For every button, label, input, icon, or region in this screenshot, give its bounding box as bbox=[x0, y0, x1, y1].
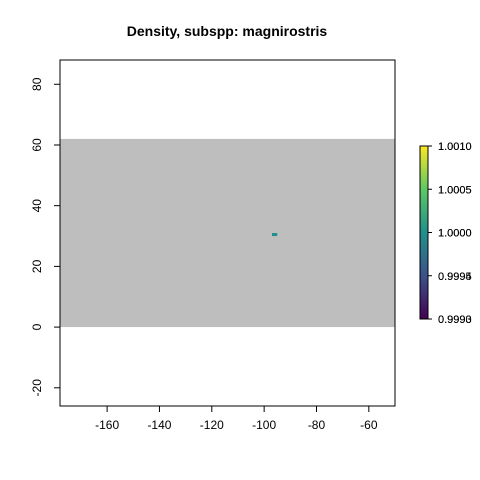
plot-area bbox=[59, 59, 396, 407]
colorbar-tick-label: 1.0005 bbox=[438, 184, 472, 196]
colorbar-tick-label: 1.0000 bbox=[438, 228, 472, 240]
y-axis: -20 0 20 40 60 80 bbox=[30, 77, 61, 397]
x-tick-label: -100 bbox=[252, 418, 276, 432]
y-tick-label: 40 bbox=[30, 199, 44, 213]
x-tick-label: -160 bbox=[95, 418, 119, 432]
gray-region bbox=[60, 138, 395, 328]
chart-title: Density, subspp: magnirostris bbox=[127, 23, 328, 39]
x-tick-label: -120 bbox=[200, 418, 224, 432]
colorbar-tick-label: 1.0005 bbox=[438, 184, 472, 196]
y-tick-label: 60 bbox=[30, 138, 44, 152]
colorbar-tick-label: 0.9993 bbox=[438, 314, 472, 326]
colorbar-tick-label: 0.9995 bbox=[438, 271, 472, 283]
x-tick-label: -60 bbox=[360, 418, 378, 432]
colorbar-tick-label: 1.0000 bbox=[438, 228, 472, 240]
colorbar-tick-label: 0.9990 bbox=[438, 314, 472, 326]
x-tick-label: -80 bbox=[308, 418, 326, 432]
x-tick-label: -140 bbox=[147, 418, 171, 432]
x-axis: -160 -140 -120 -100 -80 -60 bbox=[95, 405, 378, 432]
density-cell bbox=[271, 233, 278, 237]
colorbar-gradient bbox=[420, 146, 428, 319]
y-tick-label: 20 bbox=[30, 259, 44, 273]
y-tick-label: 0 bbox=[30, 323, 44, 330]
y-tick-label: 80 bbox=[30, 77, 44, 91]
colorbar-tick-label: 1.0010 bbox=[438, 141, 472, 153]
colorbar-legend: 0.99900.99930.99950.99941.00001.00001.00… bbox=[419, 141, 472, 326]
colorbar-tick-label: 1.0010 bbox=[438, 141, 472, 153]
y-tick-label: -20 bbox=[30, 379, 44, 397]
colorbar-tick-label: 0.9994 bbox=[438, 271, 472, 283]
